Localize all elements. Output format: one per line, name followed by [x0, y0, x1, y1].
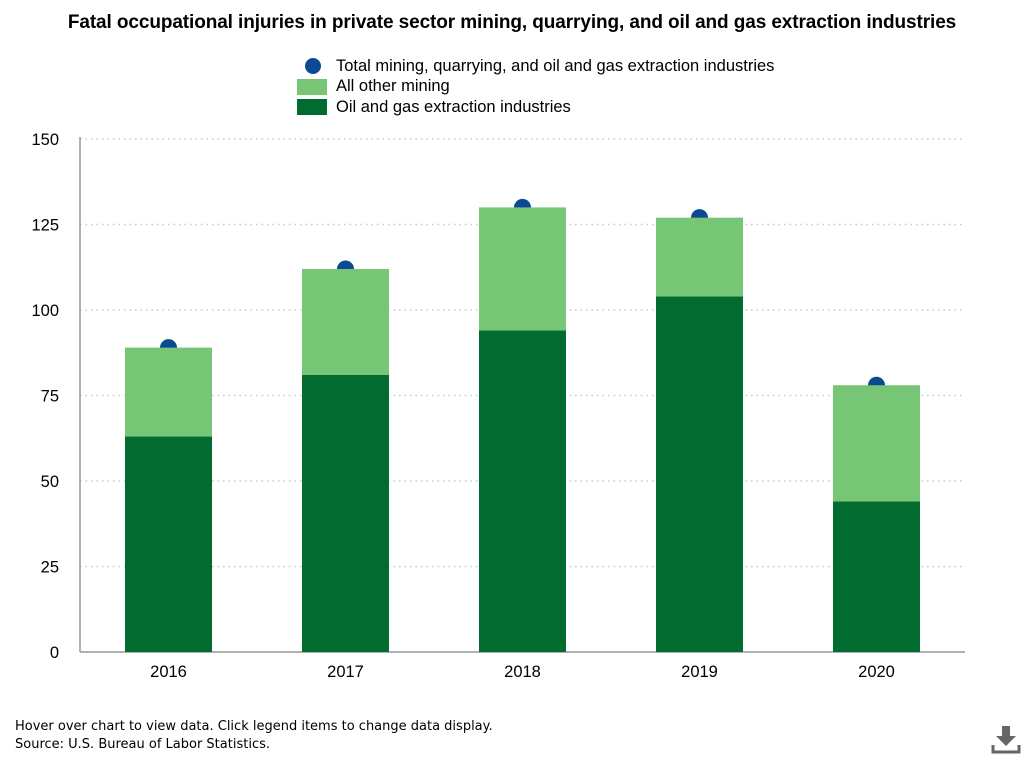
- bar-all-other-mining: [125, 347, 212, 437]
- legend-label-oil-and-gas: Oil and gas extraction industries: [336, 97, 571, 116]
- bar-oil-and-gas: [302, 374, 389, 652]
- x-tick-label: 2020: [858, 663, 895, 681]
- bar-oil-and-gas: [833, 501, 920, 652]
- legend-swatch-all-other-mining: [297, 78, 327, 95]
- bar-oil-and-gas: [479, 330, 566, 652]
- y-tick-label: 50: [41, 473, 59, 491]
- x-tick-label: 2016: [150, 663, 187, 681]
- legend: Total mining, quarrying, and oil and gas…: [297, 56, 774, 118]
- x-tick-label: 2018: [504, 663, 541, 681]
- legend-label-total: Total mining, quarrying, and oil and gas…: [336, 56, 775, 75]
- legend-item-total[interactable]: Total mining, quarrying, and oil and gas…: [297, 56, 774, 77]
- y-tick-label: 0: [50, 644, 59, 662]
- bar-all-other-mining: [479, 207, 566, 331]
- chart-title: Fatal occupational injuries in private s…: [67, 12, 957, 33]
- download-icon[interactable]: [990, 723, 1022, 755]
- bar-all-other-mining: [302, 268, 389, 375]
- legend-item-oil-and-gas[interactable]: Oil and gas extraction industries: [297, 97, 774, 118]
- y-tick-label: 100: [31, 302, 59, 320]
- bar-all-other-mining: [833, 385, 920, 502]
- legend-label-all-other-mining: All other mining: [336, 77, 450, 96]
- legend-item-all-other-mining[interactable]: All other mining: [297, 77, 774, 98]
- y-tick-label: 150: [31, 131, 59, 149]
- footer-note: Hover over chart to view data. Click leg…: [15, 719, 493, 734]
- chart-plot[interactable]: 0 25 50 75 100 125 150 2016 2017 2018 2019 2020: [0, 0, 1024, 710]
- legend-swatch-oil-and-gas: [297, 99, 327, 116]
- y-tick-label: 75: [41, 388, 59, 406]
- x-tick-label: 2017: [327, 663, 364, 681]
- y-tick-label: 25: [41, 559, 59, 577]
- footer: Hover over chart to view data. Click leg…: [15, 718, 493, 754]
- legend-marker-total: [297, 58, 327, 75]
- footer-source: Source: U.S. Bureau of Labor Statistics.: [15, 737, 270, 752]
- x-tick-label: 2019: [681, 663, 718, 681]
- y-tick-label: 125: [31, 217, 59, 235]
- bar-oil-and-gas: [125, 436, 212, 652]
- bar-all-other-mining: [656, 217, 743, 297]
- bar-oil-and-gas: [656, 296, 743, 652]
